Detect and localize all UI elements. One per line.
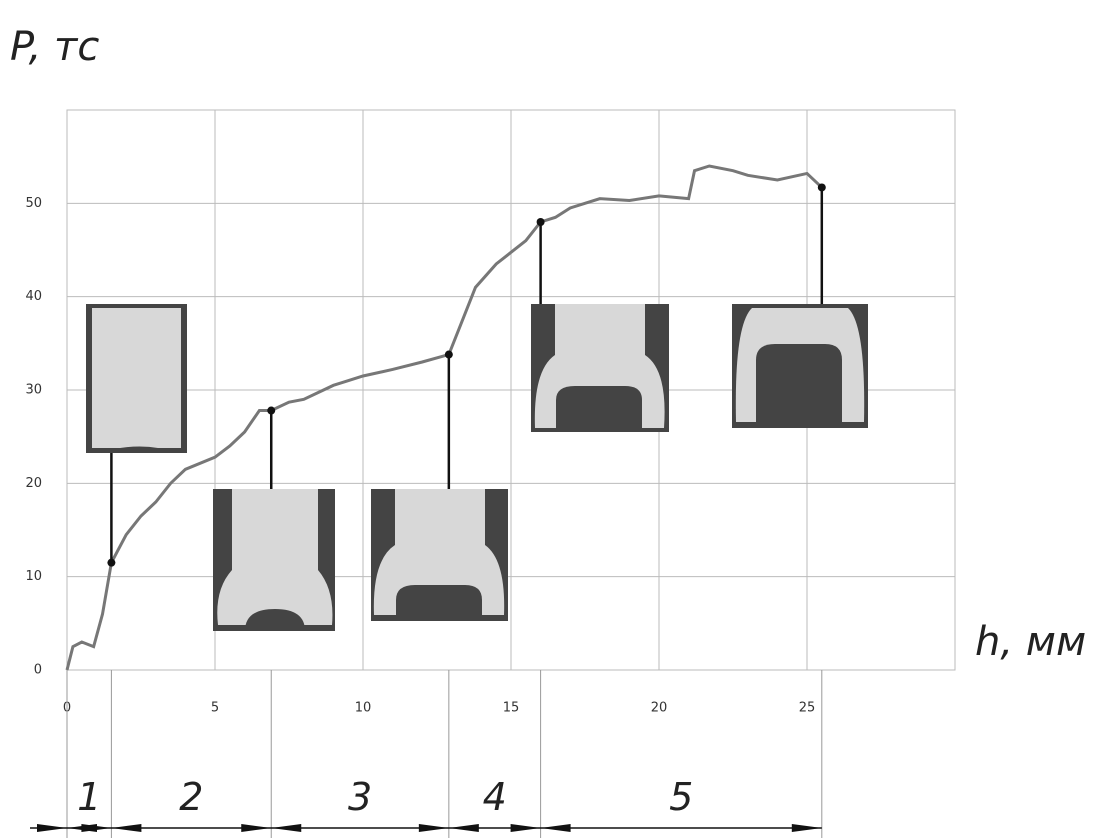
stage-label: 4 bbox=[483, 775, 507, 819]
stage-label: 2 bbox=[179, 775, 203, 819]
arrowhead bbox=[511, 824, 541, 832]
x-tick-label: 25 bbox=[799, 701, 816, 716]
inset bbox=[371, 489, 508, 621]
arrowhead bbox=[449, 824, 479, 832]
arrowhead bbox=[271, 824, 301, 832]
y-axis-title: P, тс bbox=[10, 24, 99, 70]
inset bbox=[732, 304, 868, 428]
x-tick-label: 20 bbox=[651, 701, 668, 716]
stage-label: 5 bbox=[669, 775, 693, 819]
arrowhead bbox=[37, 824, 67, 832]
arrowhead bbox=[419, 824, 449, 832]
arrowhead bbox=[241, 824, 271, 832]
y-tick-label: 50 bbox=[25, 196, 42, 211]
inset bbox=[86, 304, 187, 453]
arrowhead bbox=[792, 824, 822, 832]
arrowhead bbox=[541, 824, 571, 832]
stage-label: 3 bbox=[348, 775, 372, 819]
x-tick-label: 15 bbox=[503, 701, 520, 716]
marker-point bbox=[537, 218, 545, 226]
chart: P, тс h, мм 0102030405005101520251234 bbox=[0, 0, 1103, 840]
insets bbox=[86, 304, 868, 631]
stage-label: 1 bbox=[77, 775, 101, 819]
y-tick-label: 0 bbox=[34, 663, 42, 678]
x-axis-title: h, мм bbox=[975, 619, 1086, 665]
arrowhead bbox=[111, 824, 141, 832]
y-tick-label: 40 bbox=[25, 289, 42, 304]
marker-point bbox=[818, 183, 826, 191]
marker-point bbox=[267, 407, 275, 415]
marker-point bbox=[107, 559, 115, 567]
y-tick-label: 30 bbox=[25, 383, 42, 398]
y-tick-label: 20 bbox=[25, 476, 42, 491]
inset bbox=[213, 489, 335, 631]
x-tick-label: 10 bbox=[355, 701, 372, 716]
x-tick-label: 5 bbox=[211, 701, 219, 716]
y-tick-label: 10 bbox=[25, 569, 42, 584]
inset bbox=[531, 304, 669, 432]
marker-point bbox=[445, 351, 453, 359]
